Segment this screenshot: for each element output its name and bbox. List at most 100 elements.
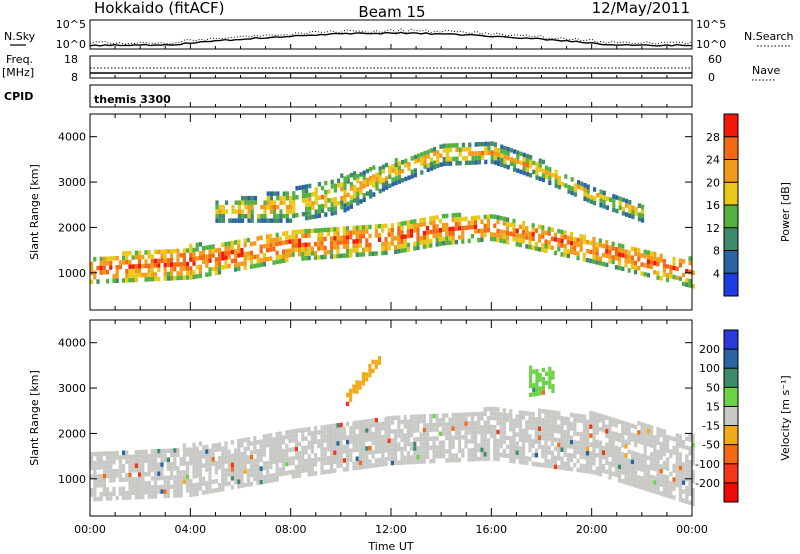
velocity-cell (342, 467, 346, 472)
velocity-cell (106, 487, 110, 492)
power-cell (557, 175, 561, 181)
velocity-cell (384, 443, 388, 449)
power-cell (244, 213, 248, 219)
velocity-cell (144, 490, 148, 495)
power-cell (458, 151, 462, 157)
velocity-cell (678, 461, 682, 466)
velocity-cell (598, 449, 602, 454)
velocity-cell (566, 452, 570, 458)
velocity-cell (118, 473, 122, 478)
velocity-cell (442, 431, 446, 436)
velocity-cell (646, 473, 650, 479)
power-cell (669, 269, 673, 274)
velocity-cell (198, 486, 202, 491)
velocity-cell (349, 457, 353, 462)
velocity-cell (637, 439, 641, 444)
velocity-cell (330, 460, 334, 465)
velocity-cell (653, 480, 657, 485)
velocity-cell (250, 459, 254, 464)
velocity-cell (662, 460, 666, 466)
velocity-cell (586, 460, 590, 465)
velocity-cell (189, 447, 193, 452)
power-cell (205, 272, 209, 277)
power-cell (224, 246, 228, 251)
velocity-cell (656, 458, 660, 464)
power-cell (276, 195, 280, 201)
power-cell (435, 233, 439, 238)
power-cell (353, 189, 357, 194)
power-cell (470, 220, 474, 225)
power-cell (170, 276, 174, 281)
power-cell (333, 231, 337, 237)
velocity-cell (390, 438, 394, 443)
power-cell (96, 265, 100, 271)
power-cell (602, 252, 606, 258)
power-cell (429, 238, 433, 244)
power-cell (273, 209, 277, 214)
velocity-cell (419, 445, 423, 451)
velocity-cell (678, 434, 682, 439)
power-cell (640, 271, 644, 276)
velocity-cell (138, 467, 142, 473)
velocity-cell (541, 426, 545, 432)
power-cell (320, 227, 324, 233)
velocity-cell (643, 477, 647, 482)
power-cell (342, 253, 346, 258)
velocity-cell (666, 488, 670, 494)
x-tick-label: 00:00 (676, 523, 708, 536)
velocity-cell (637, 484, 641, 489)
power-cell (311, 205, 315, 211)
velocity-cell (518, 437, 522, 442)
velocity-cell (266, 460, 270, 466)
velocity-cell (470, 430, 474, 435)
power-cell (241, 195, 245, 201)
velocity-cell (230, 476, 234, 481)
power-cell (464, 225, 468, 230)
velocity-cell (611, 458, 615, 463)
velocity-cell (294, 433, 298, 438)
power-cell (314, 241, 318, 247)
velocity-cell (381, 444, 385, 449)
power-x-axis (89, 44, 693, 310)
colorbar-cell (724, 114, 738, 138)
velocity-cell (602, 423, 606, 428)
velocity-cell (179, 483, 183, 489)
power-cell (438, 228, 442, 233)
velocity-cell (368, 363, 372, 369)
velocity-cell (342, 458, 346, 463)
power-cell (400, 248, 404, 253)
colorbar-tick-label: 28 (706, 131, 720, 144)
velocity-cell (125, 450, 129, 455)
velocity-cell (426, 454, 430, 460)
velocity-cell (298, 450, 302, 456)
power-cell (115, 256, 119, 261)
power-cell (413, 241, 417, 247)
velocity-cell (326, 446, 330, 452)
velocity-cell (288, 434, 292, 439)
velocity-cell (646, 428, 650, 434)
velocity-cell (224, 441, 228, 446)
velocity-cell (624, 480, 628, 485)
velocity-cell (272, 441, 276, 447)
power-cell (163, 249, 167, 254)
velocity-cell (214, 488, 218, 493)
power-cell (403, 243, 407, 248)
power-cell (352, 248, 356, 253)
power-cell (522, 152, 526, 158)
velocity-cell (307, 440, 311, 445)
power-cell (355, 234, 359, 239)
velocity-cell (528, 416, 532, 421)
velocity-cell (621, 434, 625, 439)
velocity-cell (547, 432, 551, 437)
velocity-cell (253, 458, 257, 464)
power-cell (118, 260, 122, 265)
velocity-cell (381, 435, 385, 440)
power-cell (529, 164, 533, 169)
velocity-cell (640, 485, 644, 490)
power-cell (426, 163, 430, 168)
velocity-cell (451, 439, 455, 445)
velocity-cell (182, 461, 186, 466)
velocity-cell (646, 442, 650, 447)
velocity-cell (374, 431, 378, 436)
power-cell (323, 236, 327, 242)
